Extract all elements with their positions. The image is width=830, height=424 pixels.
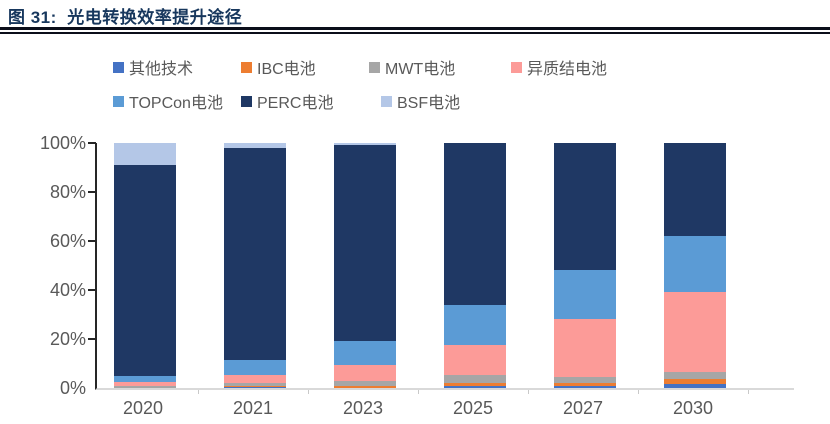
bar-segment [664, 384, 726, 388]
chart-area: 0% 20% 40% 60% 80% 100% 2020 2021 2023 2025 2027 2… [0, 130, 830, 424]
legend-item-1: 其他技术 [113, 55, 241, 79]
bar-segment [114, 381, 176, 386]
bar-segment [334, 364, 396, 381]
x-tick-label: 2027 [562, 398, 604, 418]
legend-swatch [511, 61, 522, 73]
legend-swatch [113, 61, 124, 73]
bar-segment [224, 386, 286, 388]
y-tick-mark [88, 142, 96, 144]
title-divider [0, 27, 830, 34]
y-tick-label: 60% [49, 231, 86, 251]
bar-segment [114, 143, 176, 165]
bar-segment [334, 143, 396, 146]
legend-item-5: TOPCon电池 [113, 89, 241, 113]
bar-segment [554, 270, 616, 320]
x-tick-mark [748, 390, 749, 394]
legend-label: PERC电池 [257, 95, 334, 112]
bar-segment [444, 385, 506, 388]
y-tick-label: 0% [59, 378, 86, 398]
x-tick-mark [308, 390, 309, 394]
legend-label: IBC电池 [257, 61, 316, 78]
bar-segment [444, 374, 506, 384]
bar-segment [224, 385, 286, 387]
legend-item-7: BSF电池 [381, 89, 460, 113]
bar-segment [554, 385, 616, 388]
stacked-bar-2025 [444, 143, 506, 388]
plot-area [95, 143, 794, 390]
bar-segment [664, 236, 726, 293]
y-tick-label: 80% [49, 182, 86, 202]
x-tick-mark [528, 390, 529, 394]
legend-swatch [381, 95, 392, 107]
bar-segment [224, 383, 286, 386]
legend-item-3: MWT电池 [369, 55, 511, 79]
bar-segment [444, 383, 506, 386]
legend-label: MWT电池 [385, 61, 456, 78]
y-tick-mark [88, 240, 96, 242]
legend-item-2: IBC电池 [241, 55, 369, 79]
y-tick-mark [88, 338, 96, 340]
bar-segment [224, 147, 286, 360]
x-tick-label: 2023 [342, 398, 384, 418]
stacked-bar-2021 [224, 143, 286, 388]
y-tick-label: 20% [49, 329, 86, 349]
bar-segment [444, 143, 506, 305]
bar-segment [554, 143, 616, 271]
bar-segment [664, 143, 726, 237]
legend-swatch [241, 95, 252, 107]
bar-segment [224, 374, 286, 384]
x-tick-mark [418, 390, 419, 394]
bar-segment [334, 341, 396, 365]
legend-label: TOPCon电池 [129, 95, 223, 112]
y-tick-label: 100% [39, 132, 86, 153]
x-tick-mark [198, 390, 199, 394]
legend-label: BSF电池 [397, 95, 461, 112]
legend-swatch [241, 61, 252, 73]
bar-segment [114, 376, 176, 382]
bar-segment [224, 143, 286, 148]
stacked-bar-2023 [334, 143, 396, 388]
stacked-bar-2020 [114, 143, 176, 388]
x-tick-label: 2025 [452, 398, 494, 418]
stacked-bar-2027 [554, 143, 616, 388]
bar-segment [444, 345, 506, 375]
legend-label: 其他技术 [129, 61, 194, 78]
figure-title: 图 31: 光电转换效率提升途径 [8, 8, 243, 27]
bar-segment [334, 385, 396, 388]
legend-item-4: 异质结电池 [511, 55, 607, 79]
bar-segment [554, 319, 616, 377]
bar-segment [114, 385, 176, 388]
legend-swatch [113, 95, 124, 107]
x-tick-label: 2021 [232, 398, 274, 418]
chart-legend: 其他技术 IBC电池 MWT电池 异质结电池 TOPCon电池 PERC电池 BSF电池 [113, 55, 713, 113]
x-tick-label: 2030 [672, 398, 714, 418]
bar-segment [664, 292, 726, 373]
bar-segment [664, 372, 726, 380]
bar-segment [664, 379, 726, 385]
y-tick-mark [88, 191, 96, 193]
legend-label: 异质结电池 [527, 61, 608, 78]
bar-segment [554, 377, 616, 384]
y-tick-label: 40% [49, 280, 86, 300]
legend-item-6: PERC电池 [241, 89, 381, 113]
bar-segment [554, 383, 616, 386]
bar-segment [444, 304, 506, 346]
bar-segment [224, 359, 286, 375]
stacked-bar-2030 [664, 143, 726, 388]
bar-segment [334, 145, 396, 342]
y-tick-mark [88, 289, 96, 291]
bar-segment [114, 164, 176, 377]
x-tick-label: 2020 [122, 398, 164, 418]
bar-segment [334, 380, 396, 386]
legend-swatch [369, 61, 380, 73]
x-tick-mark [638, 390, 639, 394]
